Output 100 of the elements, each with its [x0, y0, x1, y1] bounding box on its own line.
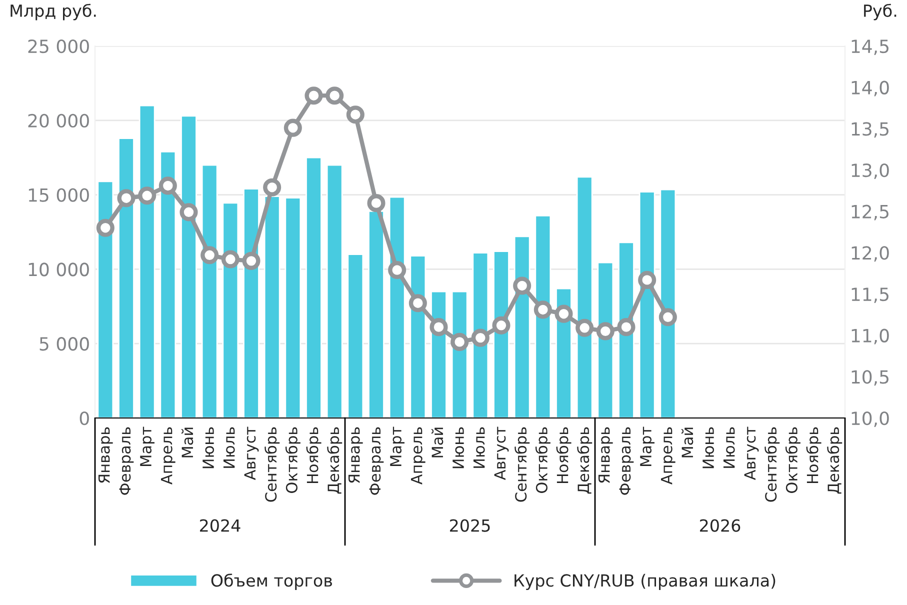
x-tick-label: Ноябрь — [306, 427, 322, 483]
x-tick-label: Март — [640, 426, 654, 466]
text: 2024 — [200, 519, 240, 532]
x-tick-label: Август — [744, 426, 759, 480]
point — [326, 86, 344, 105]
text: 2026 — [700, 519, 740, 532]
point — [388, 260, 406, 280]
point — [263, 178, 282, 196]
point — [471, 328, 490, 347]
point — [117, 189, 136, 208]
x-tick-label: Февраль — [369, 427, 384, 495]
x-tick-label: Июль — [473, 427, 485, 468]
x-tick-label: Декабрь — [827, 427, 842, 494]
y2-tick-label: 13,5 — [852, 122, 888, 138]
point — [430, 318, 448, 336]
y2-tick-label: 13,0 — [852, 163, 889, 179]
y-axis-title: Млрд руб. — [10, 4, 96, 20]
x-tick-label: Октябрь — [785, 427, 800, 493]
x-tick-label: Октябрь — [535, 427, 550, 493]
point — [367, 194, 386, 212]
y2-tick-label: 14,5 — [852, 40, 888, 55]
y-tick-label: 10 000 — [28, 262, 89, 276]
x-tick-label: Май — [681, 428, 694, 458]
bar — [97, 180, 114, 418]
x-tick-label: Март — [140, 426, 154, 466]
bar — [160, 150, 176, 418]
y2-tick-label: 11,0 — [852, 328, 889, 344]
x-tick-label: Ноябрь — [806, 427, 822, 483]
bar — [180, 115, 197, 418]
x-tick-label: Май — [181, 428, 194, 458]
point — [221, 250, 240, 268]
y2-tick-label: 12,0 — [852, 246, 889, 262]
bar — [576, 176, 593, 418]
x-tick-label: Июль — [223, 427, 235, 468]
point — [96, 218, 114, 237]
x-tick-label: Апрель — [160, 427, 176, 485]
text: 2025 — [450, 519, 490, 532]
y2-tick-label: 10,0 — [852, 411, 889, 427]
point — [617, 318, 636, 336]
y2-tick-label: 11,5 — [852, 288, 888, 303]
point — [346, 106, 364, 124]
x-tick-label: Май — [431, 428, 444, 458]
bar — [472, 252, 489, 418]
bar — [306, 156, 322, 418]
x-tick-label: Февраль — [619, 427, 634, 495]
bar — [347, 254, 364, 418]
bar — [388, 196, 406, 418]
x-tick-label: Декабрь — [327, 427, 342, 494]
point — [408, 294, 427, 312]
bar — [222, 202, 239, 418]
y-tick-label: 5 000 — [40, 337, 89, 351]
bar — [243, 188, 260, 418]
y2-axis-title: Руб. — [864, 4, 896, 20]
y-tick-label: 20 000 — [28, 114, 89, 128]
x-tick-label: Апрель — [410, 427, 426, 485]
x-tick-label: Октябрь — [285, 427, 300, 493]
x-tick-label: Ноябрь — [556, 427, 572, 483]
bar — [118, 138, 134, 418]
legend-label: Объем торгов — [211, 574, 332, 590]
point — [576, 318, 594, 337]
x-tick-label: Январь — [98, 427, 113, 483]
point — [242, 252, 260, 270]
x-tick-label: Сентябрь — [514, 427, 530, 502]
x-tick-label: Январь — [348, 427, 363, 483]
bar — [284, 197, 302, 418]
bar — [138, 104, 156, 418]
point — [492, 316, 510, 334]
point — [534, 300, 552, 319]
bar — [326, 164, 343, 418]
y2-tick-label: 12,5 — [852, 204, 888, 220]
bar — [534, 214, 552, 418]
point — [596, 322, 614, 340]
bar — [201, 164, 218, 418]
y2-tick-label: 14,0 — [852, 80, 889, 96]
point — [304, 86, 323, 105]
x-tick-label: Август — [494, 426, 509, 480]
x-tick-label: Сентябрь — [264, 427, 280, 502]
y-tick-label: 15 000 — [28, 188, 89, 202]
x-tick-label: Апрель — [660, 427, 676, 485]
x-tick-label: Июль — [723, 427, 735, 468]
x-tick-label: Февраль — [119, 427, 134, 495]
x-tick-label: Сентябрь — [764, 427, 780, 502]
x-tick-label: Март — [390, 426, 404, 466]
point — [658, 308, 677, 326]
bar — [660, 188, 676, 418]
x-tick-label: Декабрь — [577, 427, 592, 494]
point — [180, 203, 198, 222]
point — [513, 276, 532, 295]
x-tick-label: Июнь — [202, 427, 214, 468]
point — [138, 186, 156, 205]
x-tick-label: Январь — [598, 427, 613, 483]
point — [638, 270, 656, 289]
point — [450, 332, 469, 351]
point — [158, 176, 177, 195]
legend-label: Курс CNY/RUB (правая шкала) — [514, 574, 776, 590]
point — [554, 304, 573, 323]
x-tick-label: Август — [244, 426, 259, 480]
y2-tick-label: 10,5 — [852, 370, 888, 386]
y-tick-label: 0 — [80, 411, 89, 426]
point — [284, 118, 302, 137]
